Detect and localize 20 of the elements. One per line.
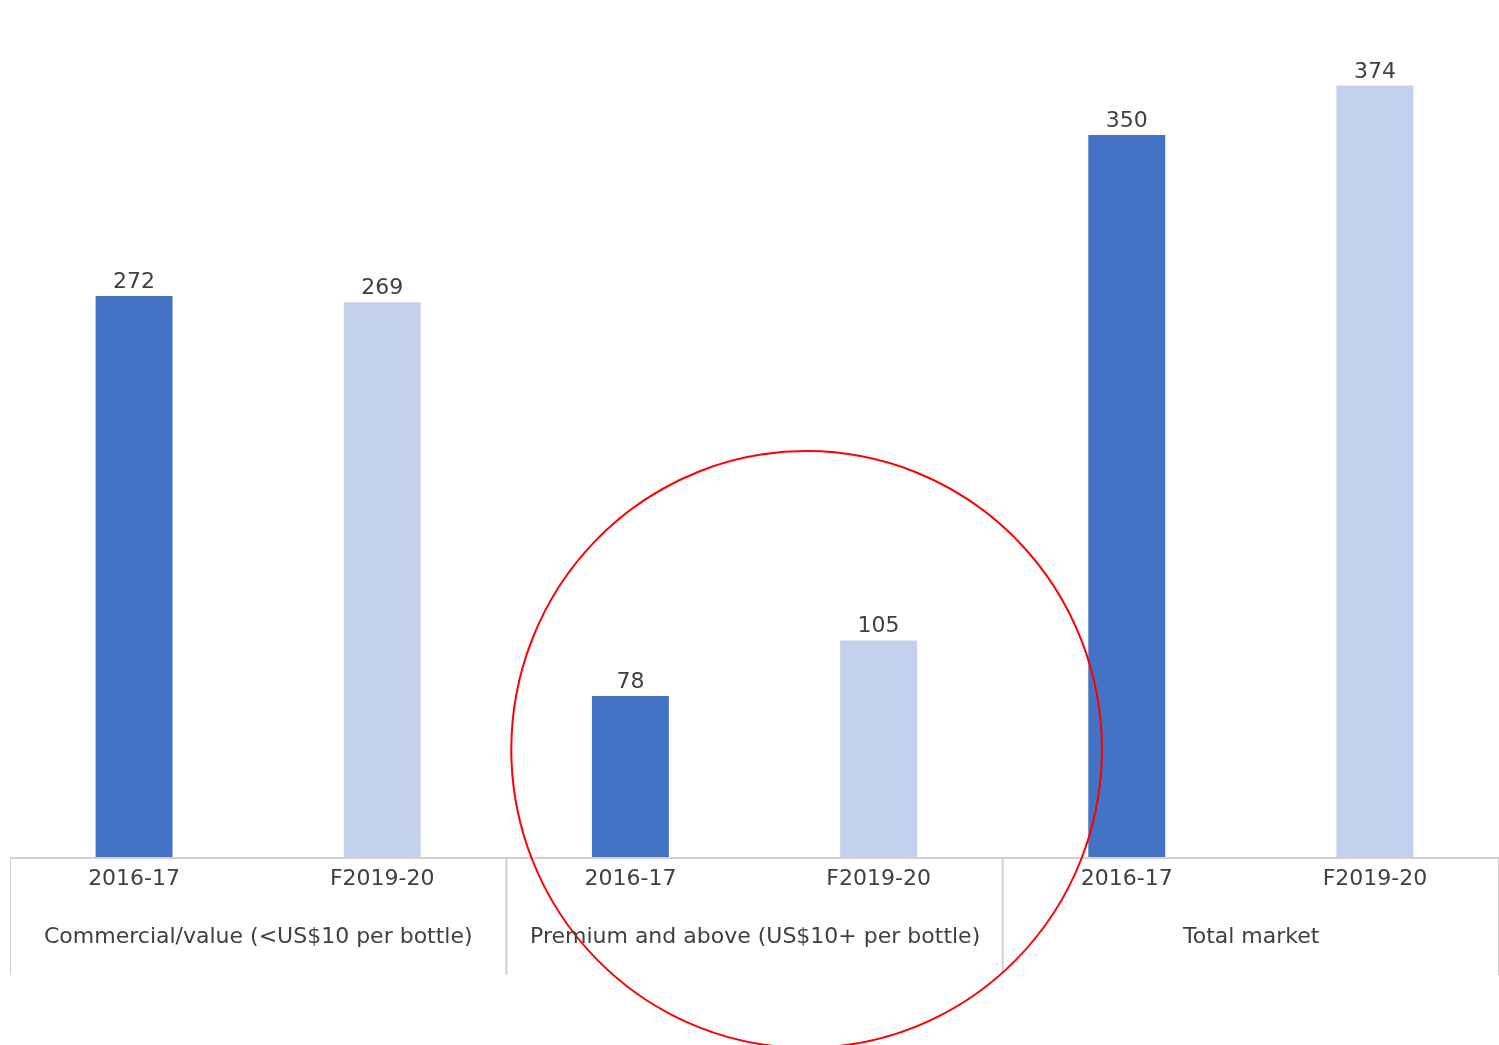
text: Commercial/value (<US$10 per bottle)	[44, 923, 473, 948]
data-label: 272	[113, 267, 156, 293]
x-tick-label: F2019-20	[826, 865, 931, 891]
bar	[840, 640, 918, 857]
x-tick-label: 2016-17	[584, 865, 677, 891]
data-label: 374	[1353, 57, 1396, 83]
x-tick-label: 2016-17	[88, 865, 181, 891]
x-tick-label: 2016-17	[1080, 865, 1173, 891]
bar	[95, 295, 173, 857]
bar	[1336, 85, 1414, 857]
bar	[1088, 135, 1166, 857]
data-label: 269	[361, 274, 404, 300]
bar	[591, 696, 669, 857]
x-tick-label: F2019-20	[1322, 865, 1428, 891]
bar	[343, 302, 421, 857]
data-label: 350	[1105, 107, 1148, 133]
data-label: 105	[857, 612, 900, 638]
x-tick-label: F2019-20	[329, 865, 435, 891]
text: Total market	[1182, 923, 1320, 948]
data-label: 78	[616, 668, 645, 694]
